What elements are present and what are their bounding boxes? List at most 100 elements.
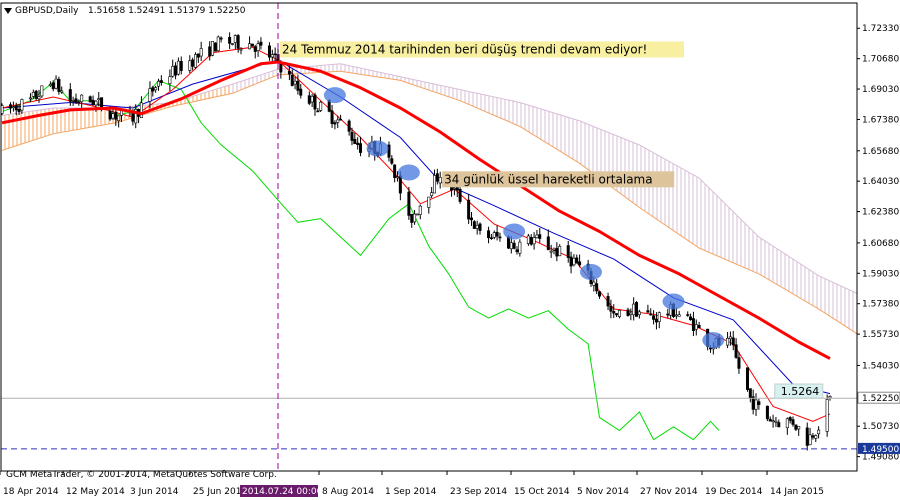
candlestick — [1, 103, 4, 116]
candlestick — [734, 338, 738, 359]
annotation-label: 34 günlük üssel hareketli ortalama — [442, 171, 675, 188]
candlestick — [731, 331, 735, 351]
candlestick — [666, 308, 670, 319]
candlestick — [558, 244, 562, 257]
candlestick — [88, 95, 92, 103]
y-tick-label: 1.64030 — [862, 177, 899, 187]
candlestick — [694, 319, 698, 336]
candlestick — [193, 52, 197, 70]
candlestick — [427, 196, 431, 214]
candlestick — [609, 299, 613, 319]
y-tick-label: 1.72330 — [862, 24, 899, 34]
candlestick — [512, 240, 516, 250]
y-tick-label: 1.59030 — [862, 269, 899, 279]
candlestick — [552, 247, 556, 255]
x-tick-label: 15 Oct 2014 — [514, 487, 570, 497]
candlestick — [316, 107, 320, 113]
touch-highlight — [702, 332, 725, 349]
candlestick — [290, 69, 294, 87]
candlestick — [57, 76, 61, 95]
y-tick-label: 1.55730 — [862, 330, 899, 340]
candlestick — [612, 304, 616, 318]
candlestick — [515, 246, 519, 255]
candlestick — [805, 422, 809, 451]
candlestick — [825, 394, 829, 437]
candlestick — [498, 232, 502, 242]
candlestick — [333, 120, 337, 130]
x-tick-label: 19 Dec 2014 — [705, 487, 763, 497]
candlestick — [28, 93, 32, 103]
candlestick — [188, 55, 192, 74]
candlestick — [788, 416, 792, 424]
candlestick — [751, 389, 755, 415]
y-tick-label: 1.54030 — [862, 361, 899, 371]
candlestick — [159, 75, 163, 86]
touch-highlight — [662, 293, 685, 310]
candlestick — [359, 136, 363, 157]
candlestick — [578, 254, 582, 268]
candlestick — [20, 98, 24, 114]
candlestick — [390, 155, 394, 165]
candlestick — [176, 57, 180, 76]
candlestick — [114, 109, 118, 126]
x-tick-label: 8 Aug 2014 — [322, 487, 374, 497]
candlestick — [34, 89, 38, 101]
candlestick — [171, 59, 175, 78]
y-tick-label: 1.67380 — [862, 115, 899, 125]
candlestick — [68, 83, 72, 106]
y-tick-label: 1.50730 — [862, 422, 899, 432]
candlestick — [293, 76, 297, 90]
candlestick — [572, 254, 576, 267]
candlestick — [771, 414, 775, 428]
candlestick — [435, 168, 439, 185]
candlestick — [595, 279, 599, 295]
candlestick — [71, 96, 75, 106]
candlestick — [256, 40, 260, 57]
y-tick-label: 1.70680 — [862, 55, 899, 65]
x-tick-label: 3 Jun 2014 — [130, 487, 179, 497]
candlestick — [575, 254, 579, 264]
y-tick-label: 1.57380 — [862, 300, 899, 310]
candlestick — [199, 41, 203, 62]
candlestick — [606, 292, 610, 311]
candlestick — [569, 251, 573, 274]
candlestick — [267, 42, 271, 61]
ichimoku-cloud-bearish — [232, 63, 857, 334]
candlestick — [396, 171, 400, 182]
price-callout-text: 1.5264 — [781, 385, 820, 398]
candlestick — [728, 331, 732, 346]
candlestick — [535, 229, 539, 239]
candlestick — [17, 104, 21, 116]
candlestick — [48, 81, 52, 88]
candlestick — [472, 220, 476, 229]
candlestick — [797, 426, 801, 436]
support-price-box: 1.49500 — [858, 442, 900, 455]
candlestick — [489, 234, 493, 240]
candlestick — [629, 308, 633, 321]
candlestick — [418, 204, 422, 220]
candlestick — [689, 313, 693, 321]
touch-highlight — [323, 87, 346, 104]
candlestick — [339, 114, 343, 121]
candlestick — [350, 127, 354, 146]
candlestick — [615, 313, 619, 317]
touch-highlight — [366, 140, 389, 157]
candlestick — [91, 95, 95, 106]
last-price-box: 1.52250 — [857, 391, 900, 404]
candlestick — [646, 304, 650, 313]
x-tick-label: 5 Nov 2014 — [577, 487, 629, 497]
candlestick — [814, 434, 818, 443]
candlestick — [808, 427, 812, 446]
candlestick — [60, 86, 64, 94]
candlestick — [549, 244, 553, 258]
candlestick — [674, 307, 678, 320]
candlestick — [219, 36, 223, 43]
candlestick — [250, 43, 254, 47]
candlestick — [54, 75, 58, 90]
senkou-span-a-line — [1, 70, 857, 335]
candlestick — [236, 33, 240, 53]
candlestick — [330, 104, 334, 128]
candlestick — [777, 419, 781, 428]
y-tick-label: 1.60680 — [862, 239, 899, 249]
